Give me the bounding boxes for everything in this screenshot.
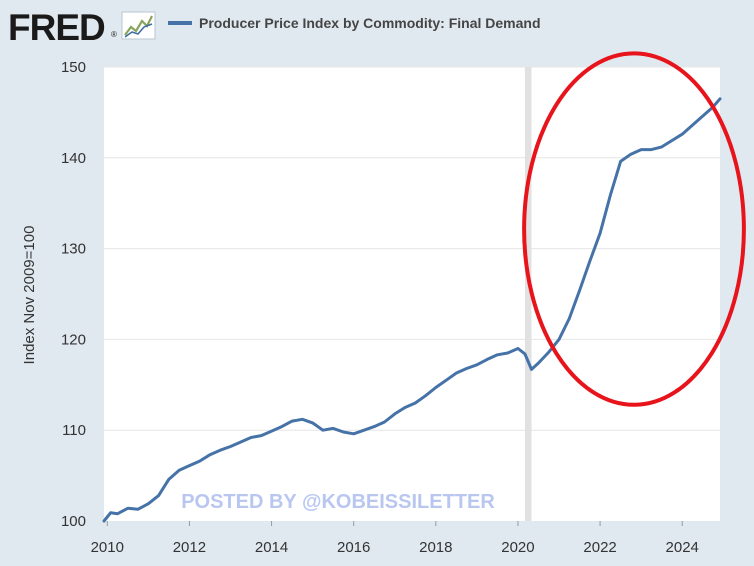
plot-area: [104, 67, 720, 521]
y-tick-label: 150: [61, 59, 86, 76]
annotation-ellipse: [522, 51, 746, 407]
grid-lines: [104, 66, 720, 431]
watermark-text: POSTED BY @KOBEISSILETTER: [181, 491, 495, 513]
legend-label: Producer Price Index by Commodity: Final…: [199, 15, 541, 31]
y-tick-label: 140: [61, 150, 86, 167]
x-tick-label: 2022: [583, 539, 616, 556]
x-axis-ticks: 2010 2012 2014 2016 2018 2020 2022 2024: [91, 521, 699, 556]
y-axis-ticks: 100 110 120 130 140 150: [61, 59, 86, 530]
fred-logo[interactable]: FRED ®: [8, 7, 156, 48]
x-tick-label: 2020: [501, 539, 534, 556]
y-tick-label: 130: [61, 241, 86, 258]
y-tick-label: 100: [61, 513, 86, 530]
fred-graph-icon: [121, 11, 156, 40]
series-line-ppi: [102, 97, 722, 523]
y-tick-label: 120: [61, 331, 86, 348]
x-tick-label: 2014: [255, 539, 288, 556]
fred-logo-text: FRED: [8, 7, 105, 48]
registered-mark: ®: [111, 30, 117, 39]
recession-shading: [524, 67, 532, 521]
x-tick-label: 2012: [173, 539, 206, 556]
y-tick-label: 110: [62, 422, 86, 439]
x-tick-label: 2024: [666, 539, 699, 556]
x-tick-label: 2018: [419, 539, 452, 556]
x-tick-label: 2016: [337, 539, 370, 556]
y-axis-label: Index Nov 2009=100: [21, 226, 38, 365]
x-tick-label: 2010: [91, 539, 124, 556]
